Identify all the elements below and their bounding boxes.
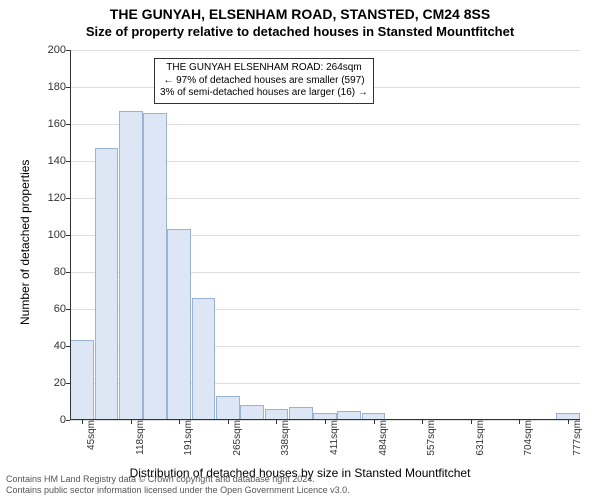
y-tick-label: 80 [54, 266, 70, 278]
grid-line [70, 50, 580, 51]
x-tick-label: 557sqm [422, 420, 437, 456]
plot-area: 02040608010012014016018020045sqm118sqm19… [70, 50, 580, 420]
y-tick-label: 140 [48, 155, 70, 167]
chart-subtitle: Size of property relative to detached ho… [0, 24, 600, 39]
x-tick-label: 631sqm [471, 420, 486, 456]
x-tick-label: 45sqm [82, 420, 97, 450]
x-axis [70, 419, 580, 420]
histogram-bar [216, 396, 240, 420]
y-tick-label: 180 [48, 81, 70, 93]
y-tick-label: 160 [48, 118, 70, 130]
annotation-line: 3% of semi-detached houses are larger (1… [160, 87, 368, 100]
histogram-bar [143, 113, 167, 420]
y-tick-label: 0 [60, 414, 70, 426]
annotation-box: THE GUNYAH ELSENHAM ROAD: 264sqm← 97% of… [154, 58, 374, 104]
x-tick-label: 191sqm [179, 420, 194, 456]
x-tick-label: 118sqm [131, 420, 146, 455]
x-tick-label: 265sqm [228, 420, 243, 456]
footer-line-2: Contains public sector information licen… [6, 485, 350, 496]
y-axis [70, 50, 71, 420]
histogram-bar [70, 340, 94, 420]
attribution-footer: Contains HM Land Registry data © Crown c… [6, 474, 350, 496]
chart-container: THE GUNYAH, ELSENHAM ROAD, STANSTED, CM2… [0, 0, 600, 500]
histogram-bar [167, 229, 191, 420]
y-tick-label: 100 [48, 229, 70, 241]
y-tick-label: 20 [54, 377, 70, 389]
chart-title: THE GUNYAH, ELSENHAM ROAD, STANSTED, CM2… [0, 6, 600, 22]
y-tick-label: 60 [54, 303, 70, 315]
histogram-bar [240, 405, 264, 420]
x-tick-label: 704sqm [519, 420, 534, 456]
y-tick-label: 120 [48, 192, 70, 204]
annotation-line: THE GUNYAH ELSENHAM ROAD: 264sqm [160, 62, 368, 75]
annotation-line: ← 97% of detached houses are smaller (59… [160, 75, 368, 88]
y-tick-label: 200 [48, 44, 70, 56]
histogram-bar [95, 148, 119, 420]
y-axis-label: Number of detached properties [18, 160, 32, 325]
x-tick-label: 777sqm [568, 420, 583, 456]
x-tick-label: 484sqm [374, 420, 389, 456]
footer-line-1: Contains HM Land Registry data © Crown c… [6, 474, 350, 485]
y-tick-label: 40 [54, 340, 70, 352]
histogram-bar [192, 298, 216, 420]
x-tick-label: 338sqm [276, 420, 291, 456]
x-tick-label: 411sqm [325, 420, 340, 455]
histogram-bar [119, 111, 143, 420]
